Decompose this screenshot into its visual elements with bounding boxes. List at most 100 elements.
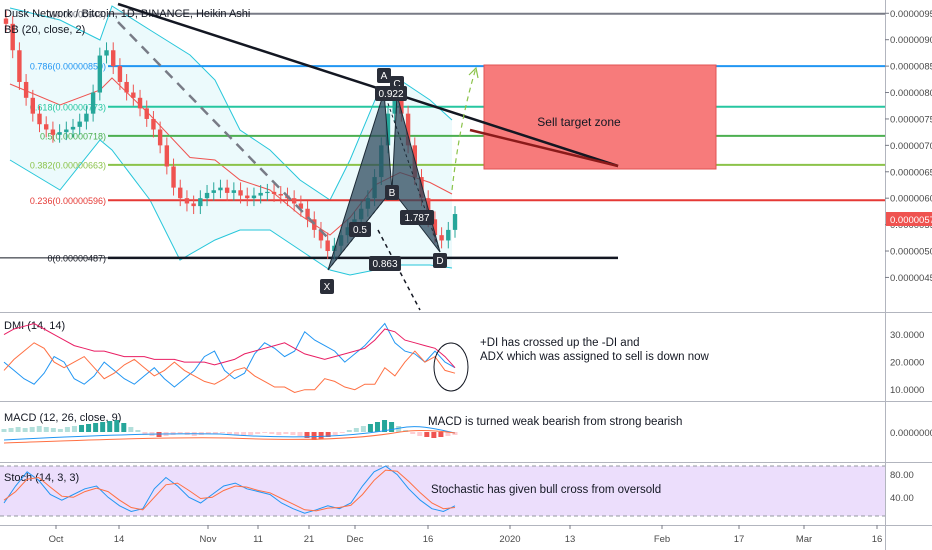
candle-body[interactable] [184, 198, 190, 204]
candle-body[interactable] [171, 166, 176, 188]
time-tick-label: 16 [872, 534, 883, 545]
candle-body[interactable] [97, 55, 103, 93]
pattern-point-x-label: X [324, 282, 331, 293]
candle-body[interactable] [3, 18, 9, 24]
time-axis[interactable]: Oct 14 Nov 11 21 Dec 16 2020 13 Feb 17 Mar 16 [49, 525, 883, 545]
candle-body[interactable] [191, 203, 196, 207]
candle-body[interactable] [90, 92, 96, 114]
candle-body[interactable] [137, 97, 143, 109]
pattern-point-b[interactable]: B [385, 185, 399, 200]
candle-body[interactable] [452, 214, 458, 230]
dmi-highlight-circle[interactable] [433, 342, 469, 392]
candle-body[interactable] [157, 129, 163, 146]
candle-body[interactable] [44, 124, 49, 130]
candle-body[interactable] [399, 92, 404, 114]
candle-body[interactable] [30, 97, 36, 114]
candle-body[interactable] [124, 81, 129, 93]
price-axis[interactable] [885, 0, 932, 525]
candle-body[interactable] [50, 129, 56, 135]
candle-body[interactable] [291, 198, 297, 204]
trend-line-extension[interactable] [469, 128, 619, 168]
macd-bar [142, 432, 148, 435]
candle-body[interactable] [211, 190, 216, 193]
candle-body[interactable] [446, 229, 451, 241]
macd-bar [1, 429, 7, 432]
ratio-label-xb[interactable]: 0.5 [349, 222, 371, 237]
ratio-xd-text: 0.863 [372, 259, 397, 270]
candle-body[interactable] [164, 145, 170, 167]
candle-body[interactable] [64, 129, 69, 133]
candle-body[interactable] [70, 126, 76, 130]
projected-path [451, 67, 477, 191]
ratio-label-xd[interactable]: 0.863 [369, 256, 401, 271]
macd-bar [452, 432, 458, 435]
candle-body[interactable] [144, 108, 149, 119]
fib-level-label: 0.382(0.00000663) [30, 160, 106, 170]
candle-body[interactable] [218, 187, 223, 191]
bb-indicator-label[interactable]: BB (20, close, 2) [4, 24, 85, 36]
candle-body[interactable] [405, 113, 411, 146]
sell-target-zone[interactable] [483, 64, 717, 170]
macd-title[interactable]: MACD (12, 26, close, 9) [4, 412, 121, 424]
dashed-projection-line[interactable] [377, 229, 421, 311]
ratio-ab-text: 0.922 [378, 89, 403, 100]
candle-body[interactable] [198, 198, 203, 207]
candle-body[interactable] [178, 187, 183, 199]
candle-body[interactable] [117, 66, 123, 82]
macd-bar [36, 426, 42, 432]
candle-body[interactable] [238, 190, 243, 196]
candle-body[interactable] [392, 92, 397, 114]
trend-line[interactable] [117, 2, 619, 168]
candle-body[interactable] [265, 191, 270, 194]
pattern-point-d[interactable]: D [433, 253, 447, 268]
fib-level-label: 0.786(0.00000850) [30, 62, 106, 72]
candle-body[interactable] [298, 203, 304, 209]
candle-body[interactable] [104, 50, 109, 56]
candle-body[interactable] [84, 113, 89, 122]
macd-bar [276, 432, 282, 435]
pattern-point-a[interactable]: A [377, 68, 391, 83]
stoch-title[interactable]: Stoch (14, 3, 3) [4, 472, 79, 484]
candle-body[interactable] [258, 192, 263, 196]
dmi-title[interactable]: DMI (14, 14) [4, 320, 65, 332]
candle-body[interactable] [271, 191, 277, 194]
candle-body[interactable] [224, 187, 230, 193]
price-tick-label: 0.00000650 [890, 167, 932, 178]
candle-body[interactable] [325, 240, 330, 252]
candle-body[interactable] [305, 208, 310, 220]
ratio-label-ab[interactable]: 0.922 [375, 86, 407, 101]
price-tick-label: 0.00000800 [890, 88, 932, 99]
candle-body[interactable] [251, 195, 257, 199]
candle-body[interactable] [278, 193, 283, 196]
candle-body[interactable] [432, 219, 438, 236]
projected-arrow-head [468, 66, 479, 79]
stoch-lines [3, 465, 456, 514]
macd-bar [135, 430, 141, 432]
macd-bar [332, 432, 338, 435]
candle-body[interactable] [245, 195, 250, 199]
candle-body[interactable] [204, 192, 210, 199]
price-tick-label: 0.00000700 [890, 141, 932, 152]
candle-body[interactable] [23, 81, 29, 98]
candle-body[interactable] [17, 50, 22, 82]
ratio-label-bd[interactable]: 1.787 [400, 210, 434, 225]
macd-bar [114, 420, 120, 432]
macd-bar [50, 428, 56, 432]
candle-body[interactable] [111, 50, 116, 67]
candle-body[interactable] [439, 235, 444, 241]
candle-body[interactable] [318, 229, 324, 241]
stoch-note: Stochastic has given bull cross from ove… [431, 484, 661, 496]
candle-body[interactable] [131, 92, 136, 98]
candle-body[interactable] [151, 118, 156, 130]
candle-body[interactable] [231, 190, 237, 193]
candle-body[interactable] [57, 132, 62, 135]
macd-bar [15, 427, 21, 432]
candle-body[interactable] [77, 121, 82, 127]
macd-histogram [1, 420, 458, 444]
candle-body[interactable] [385, 113, 391, 146]
candle-body[interactable] [10, 23, 15, 51]
candle-body[interactable] [312, 219, 317, 230]
candle-body[interactable] [37, 113, 42, 125]
pattern-point-x[interactable]: X [320, 279, 334, 294]
